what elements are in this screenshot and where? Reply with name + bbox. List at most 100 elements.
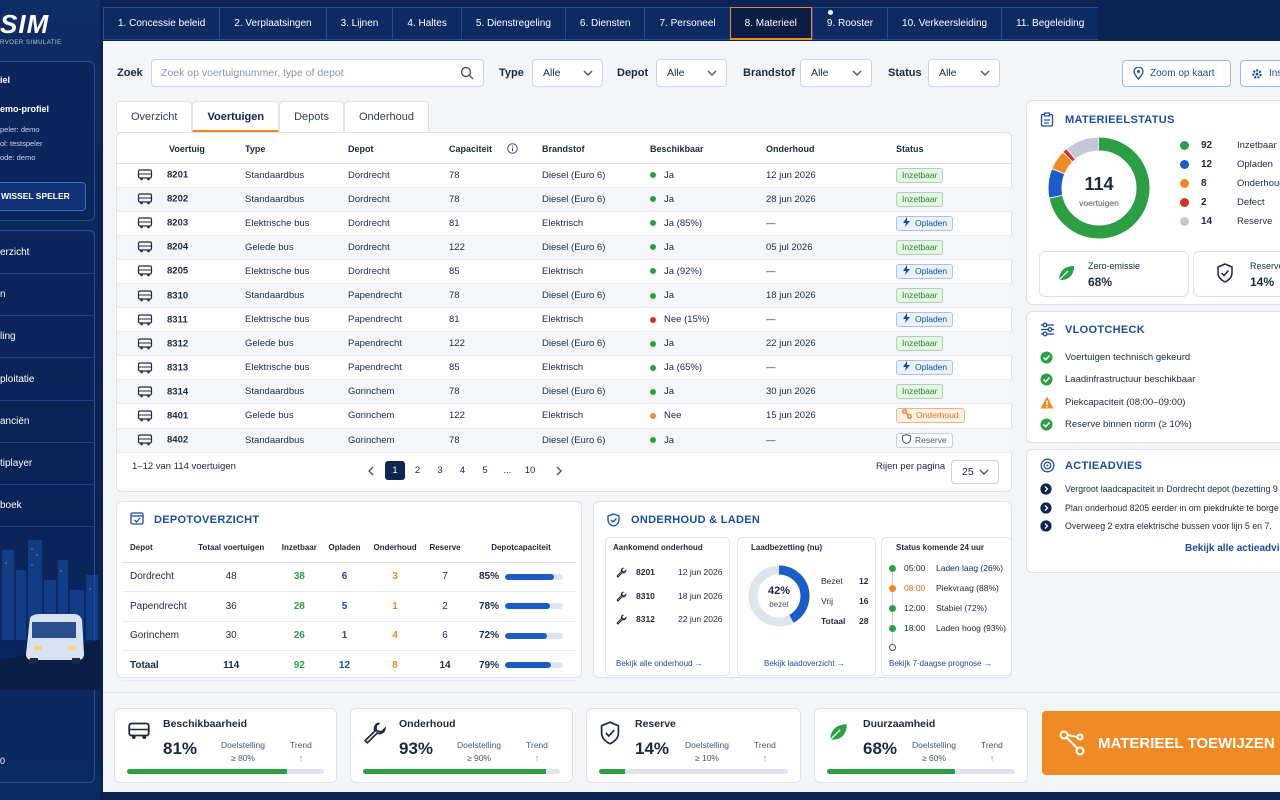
sidebar-item[interactable]: tiplayer — [0, 443, 95, 485]
step-tab[interactable]: 6. Diensten — [564, 7, 645, 40]
column-header[interactable]: Beschikbaar — [650, 135, 766, 164]
depot-column-header[interactable]: Inzetbaar — [275, 534, 323, 563]
depot-row[interactable]: Gorinchem 30 26 1 4 6 72% — [122, 621, 576, 651]
step-tab[interactable]: 1. Concessie beleid — [103, 7, 220, 40]
vehicle-row[interactable]: 8205 Elektrische bus Dordrecht 85 Elektrisch… — [117, 259, 1012, 284]
vehicle-row[interactable]: 8402 Standaardbus Gorinchem 78 Diesel (Euro … — [117, 428, 1012, 453]
availability-dot — [650, 268, 656, 275]
depot-column-header[interactable]: Depotcapaciteit — [466, 534, 576, 563]
timeline-label: Stabiel (72%) — [936, 603, 988, 613]
page-button[interactable]: ... — [503, 465, 512, 476]
column-header[interactable]: Onderhoud — [766, 135, 896, 164]
depot-column-header[interactable]: Reserve — [424, 534, 466, 563]
charging-donut — [748, 565, 810, 627]
status-filter-value: Alle — [939, 67, 957, 79]
view-all-advice-link[interactable]: Bekijk alle actieadvi — [1185, 543, 1280, 554]
vehicle-id: 8312 — [167, 338, 189, 350]
depot-total: 30 — [186, 621, 276, 651]
step-tab[interactable]: 9. Rooster — [811, 7, 888, 40]
vehicle-row[interactable]: 8204 Gelede bus Dordrecht 122 Diesel (Euro 6… — [117, 235, 1012, 260]
step-tab[interactable]: 5. Dienstregeling — [460, 7, 565, 40]
wrench-icon-wrap — [616, 567, 627, 578]
sidebar-item[interactable]: erzicht — [0, 232, 95, 274]
vehicle-cap: 81 — [449, 307, 542, 333]
advice-item: Vergroot laadcapaciteit in Dordrecht dep… — [1065, 484, 1278, 494]
step-tab[interactable]: 10. Verkeersleiding — [887, 7, 1002, 40]
type-filter-select[interactable]: Alle — [532, 59, 603, 87]
sidebar-item[interactable]: ling — [0, 316, 95, 359]
sidebar-item[interactable]: n — [0, 274, 95, 317]
vehicle-cap: 122 — [449, 403, 542, 429]
vehicle-row[interactable]: 8401 Gelede bus Gorinchem 122 Elektrisch Nee 1… — [117, 403, 1012, 429]
chevron-right-icon[interactable] — [555, 466, 563, 476]
subtab[interactable]: Depots — [279, 101, 344, 132]
assign-material-label: MATERIEEL TOEWIJZEN — [1098, 734, 1275, 752]
depot-row[interactable]: Dordrecht 48 38 6 3 7 85% — [122, 562, 576, 592]
step-tab[interactable]: 4. Haltes — [392, 7, 461, 40]
vehicle-row[interactable]: 8202 Standaardbus Dordrecht 78 Diesel (Euro … — [117, 187, 1012, 212]
sidebar-item[interactable]: anciën — [0, 401, 95, 443]
vehicle-row[interactable]: 8312 Gelede bus Papendrecht 122 Diesel (Euro… — [117, 331, 1012, 357]
availability-dot — [650, 172, 656, 179]
step-tab[interactable]: 11. Begeleiding — [1001, 7, 1099, 40]
depot-total: 36 — [186, 591, 276, 622]
page-button[interactable]: 4 — [459, 465, 466, 476]
kpi-icon-wrap — [599, 721, 621, 745]
depot-filter-select[interactable]: Alle — [656, 59, 727, 87]
status-badge: Inzetbaar — [896, 336, 944, 352]
depot-column-header[interactable]: Depot — [122, 534, 187, 563]
vehicle-row[interactable]: 8313 Elektrische bus Papendrecht 85 Elektris… — [117, 355, 1012, 381]
sidebar-item[interactable]: ploitatie — [0, 359, 95, 401]
page-button[interactable]: 2 — [414, 465, 421, 476]
rows-per-page-select[interactable]: 25 — [951, 460, 999, 484]
info-icon[interactable] — [507, 143, 518, 154]
subtab[interactable]: Onderhoud — [343, 101, 430, 132]
step-tab[interactable]: 8. Materieel — [729, 7, 812, 40]
depot-total: 48 — [186, 562, 276, 592]
depot-column-header[interactable]: Totaal voertuigen — [186, 534, 276, 563]
status-filter-select[interactable]: Alle — [928, 59, 1000, 87]
search-icon[interactable] — [460, 66, 474, 80]
column-header[interactable]: Capaciteit — [449, 135, 542, 164]
advice-item: Plan onderhoud 8205 eerder in om piekdru… — [1065, 502, 1279, 513]
chevron-left-icon[interactable] — [367, 466, 375, 476]
vehicle-row[interactable]: 8201 Standaardbus Dordrecht 78 Diesel (Euro … — [117, 163, 1012, 188]
vehicle-row[interactable]: 8203 Elektrische bus Dordrecht 81 Elektrisch… — [117, 211, 1012, 236]
depot-column-header[interactable]: Opladen — [322, 534, 367, 563]
zoom-to-map-button[interactable]: Zoom op kaart — [1122, 60, 1231, 87]
column-header[interactable]: Depot — [348, 135, 449, 164]
timeline-time: 05:00 — [904, 563, 926, 573]
vehicle-row[interactable]: 8314 Standaardbus Gorinchem 78 Diesel (Euro … — [117, 379, 1012, 405]
view-charging-overview-link[interactable]: Bekijk laadoverzicht → — [764, 659, 845, 668]
column-header[interactable]: Brandstof — [542, 135, 650, 164]
step-tab[interactable]: 7. Personeel — [644, 7, 730, 40]
vehicle-row[interactable]: 8310 Standaardbus Papendrecht 78 Diesel (Eur… — [117, 283, 1012, 309]
subtab[interactable]: Voertuigen — [192, 101, 280, 132]
assign-material-button[interactable]: MATERIEEL TOEWIJZEN — [1042, 711, 1280, 775]
page-button[interactable]: 1 — [385, 461, 405, 480]
page-button[interactable]: 3 — [437, 465, 443, 476]
switch-player-button[interactable]: WISSEL SPELER — [0, 182, 86, 211]
column-header[interactable]: Type — [245, 135, 348, 164]
depot-total-row[interactable]: Totaal 114 92 12 8 14 79% — [122, 650, 576, 681]
view-all-maintenance-link[interactable]: Bekijk alle onderhoud → — [616, 659, 703, 668]
vehicle-row[interactable]: 8311 Elektrische bus Papendrecht 81 Elektris… — [117, 307, 1012, 333]
search-input[interactable]: Zoek op voertuignummer, type of depot — [151, 59, 484, 87]
vehicle-availability: Ja — [664, 386, 675, 398]
fuel-filter-select[interactable]: Alle — [800, 59, 872, 87]
depot-reserve: 2 — [424, 591, 466, 622]
depot-column-header[interactable]: Onderhoud — [366, 534, 425, 563]
page-button[interactable]: 10 — [524, 465, 536, 476]
vehicle-status-cell: Inzetbaar — [896, 235, 1012, 260]
sidebar-item[interactable]: boek — [0, 485, 95, 528]
column-header[interactable]: Voertuig — [117, 135, 245, 164]
depot-row[interactable]: Papendrecht 36 28 5 1 2 78% — [122, 591, 576, 622]
page-button[interactable]: 5 — [482, 465, 488, 476]
column-header[interactable]: Status — [896, 135, 1012, 164]
instellingen-button[interactable]: Ins — [1240, 60, 1280, 87]
vehicle-availability-cell: Ja — [650, 379, 766, 405]
subtab[interactable]: Overzicht — [116, 101, 193, 132]
step-tab[interactable]: 2. Verplaatsingen — [219, 7, 326, 40]
step-tab[interactable]: 3. Lijnen — [325, 7, 393, 40]
view-forecast-link[interactable]: Bekijk 7-daagse prognose → — [889, 659, 992, 668]
